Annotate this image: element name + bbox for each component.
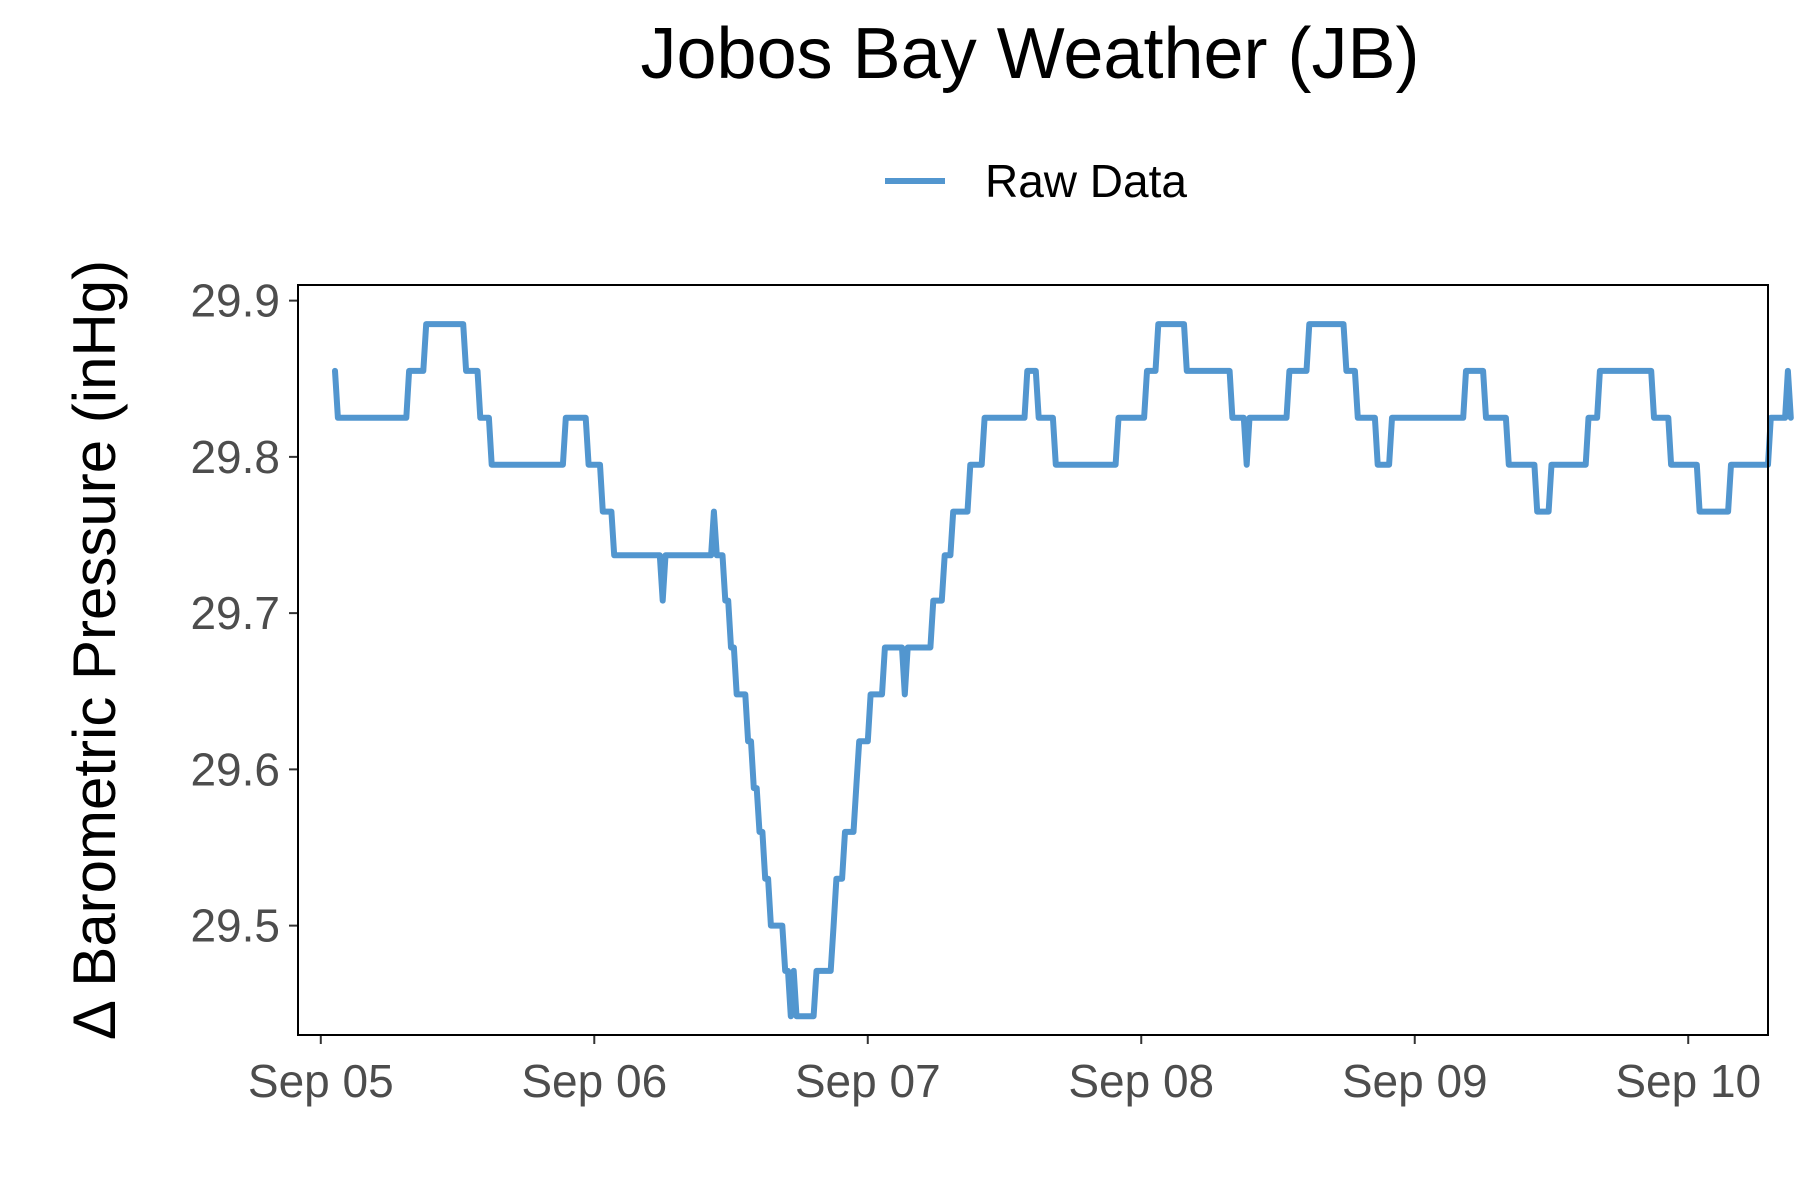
x-tick-label: Sep 10 bbox=[1615, 1055, 1761, 1107]
y-tick-label: 29.5 bbox=[190, 900, 280, 952]
legend: Raw Data bbox=[885, 155, 1187, 207]
x-tick-label: Sep 08 bbox=[1068, 1055, 1214, 1107]
x-tick-label: Sep 09 bbox=[1342, 1055, 1488, 1107]
y-tick-label: 29.9 bbox=[190, 275, 280, 327]
x-axis: Sep 05 Sep 06 Sep 07 Sep 08 Sep 09 Sep 10 bbox=[248, 1035, 1761, 1107]
chart-title: Jobos Bay Weather (JB) bbox=[641, 14, 1420, 94]
y-tick-label: 29.7 bbox=[190, 587, 280, 639]
x-tick-label: Sep 05 bbox=[248, 1055, 394, 1107]
x-tick-label: Sep 07 bbox=[795, 1055, 941, 1107]
y-axis: 29.5 29.6 29.7 29.8 29.9 bbox=[190, 275, 298, 952]
y-tick-label: 29.6 bbox=[190, 743, 280, 795]
legend-label-raw-data: Raw Data bbox=[985, 155, 1187, 207]
series-line-raw-data bbox=[332, 321, 1794, 1020]
y-tick-label: 29.8 bbox=[190, 431, 280, 483]
plot-panel-border bbox=[297, 284, 1769, 1036]
y-axis-title: Δ Barometric Pressure (inHg) bbox=[61, 260, 128, 1040]
x-tick-label: Sep 06 bbox=[521, 1055, 667, 1107]
